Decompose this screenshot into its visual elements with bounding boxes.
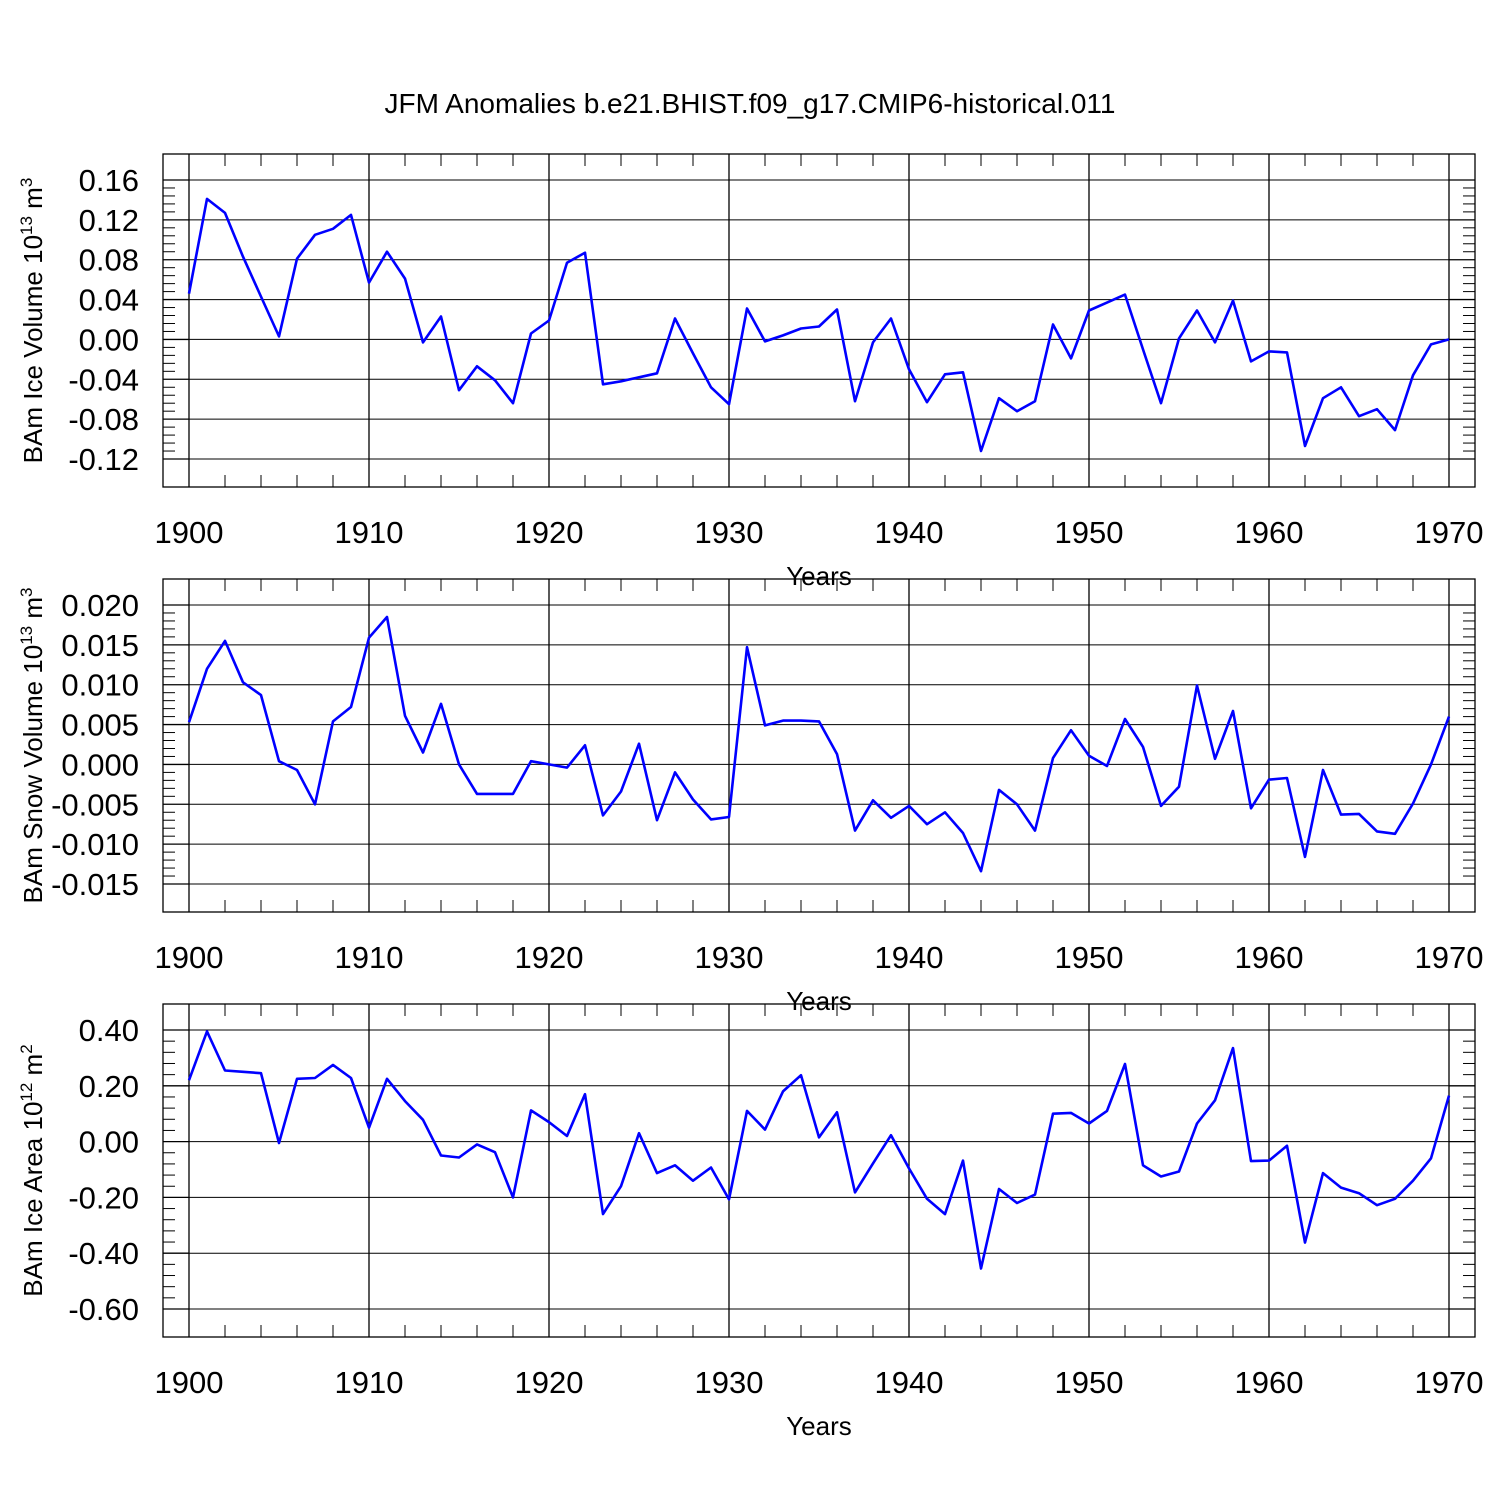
y-tick-label: 0.16 bbox=[79, 163, 139, 198]
x-tick-label: 1910 bbox=[335, 940, 404, 975]
x-tick-label: 1920 bbox=[515, 940, 584, 975]
y-axis-label-unit-exponent: 2 bbox=[17, 1044, 36, 1053]
y-tick-label: 0.12 bbox=[79, 203, 139, 238]
x-tick-label: 1940 bbox=[875, 1365, 944, 1400]
y-axis-label: BAm Snow Volume 1013 m3 bbox=[17, 588, 48, 904]
x-tick-label: 1910 bbox=[335, 1365, 404, 1400]
x-tick-label: 1920 bbox=[515, 1365, 584, 1400]
x-tick-label: 1930 bbox=[695, 1365, 764, 1400]
series-line bbox=[187, 615, 1451, 873]
y-tick-label: -0.60 bbox=[68, 1292, 139, 1327]
x-tick-label: 1950 bbox=[1055, 1365, 1124, 1400]
x-tick-label: 1930 bbox=[695, 515, 764, 550]
y-tick-label: -0.40 bbox=[68, 1236, 139, 1271]
y-axis-label-exponent: 13 bbox=[17, 216, 36, 235]
x-tick-label: 1900 bbox=[155, 940, 224, 975]
y-axis-label-exponent: 13 bbox=[17, 626, 36, 645]
x-tick-label: 1970 bbox=[1415, 940, 1484, 975]
panel-1: -0.12 -0.08 -0.04 0.00 0.04 0.08 0.12 0.16 1900 1… bbox=[17, 153, 1484, 591]
y-tick-label: -0.04 bbox=[68, 362, 139, 397]
y-tick-label: 0.00 bbox=[79, 322, 139, 357]
plot-frame bbox=[162, 1003, 1476, 1338]
y-tick-label: -0.005 bbox=[51, 787, 139, 822]
y-axis-label-unit: m bbox=[18, 187, 48, 216]
y-axis-label-text: BAm Ice Area 10 bbox=[18, 1102, 48, 1297]
plot-frame bbox=[162, 578, 1476, 913]
y-axis-label-exponent: 12 bbox=[17, 1083, 36, 1102]
series-line bbox=[187, 197, 1450, 453]
series-line bbox=[187, 1030, 1451, 1270]
y-tick-label: 0.20 bbox=[79, 1069, 139, 1104]
y-tick-label: 0.40 bbox=[79, 1013, 139, 1048]
y-axis-label: BAm Ice Volume 1013 m3 bbox=[17, 178, 48, 464]
x-tick-label: 1960 bbox=[1235, 515, 1304, 550]
y-axis-label-unit: m bbox=[18, 1054, 48, 1083]
figure-title: JFM Anomalies b.e21.BHIST.f09_g17.CMIP6-… bbox=[384, 88, 1116, 119]
y-tick-label: -0.015 bbox=[51, 867, 139, 902]
y-tick-label: 0.020 bbox=[61, 588, 139, 623]
x-tick-label: 1960 bbox=[1235, 940, 1304, 975]
y-tick-label: 0.000 bbox=[61, 747, 139, 782]
x-tick-label: 1900 bbox=[155, 515, 224, 550]
y-tick-label: 0.04 bbox=[79, 283, 139, 318]
y-tick-label: 0.015 bbox=[61, 628, 139, 663]
x-tick-label: 1950 bbox=[1055, 940, 1124, 975]
x-tick-label: 1940 bbox=[875, 940, 944, 975]
x-axis-label: Years bbox=[786, 561, 852, 591]
x-tick-label: 1940 bbox=[875, 515, 944, 550]
x-tick-label: 1960 bbox=[1235, 1365, 1304, 1400]
y-tick-label: 0.00 bbox=[79, 1125, 139, 1160]
y-tick-label: -0.010 bbox=[51, 827, 139, 862]
y-tick-label: -0.12 bbox=[68, 442, 139, 477]
x-tick-label: 1910 bbox=[335, 515, 404, 550]
x-axis-label: Years bbox=[786, 1411, 852, 1441]
y-tick-label: 0.08 bbox=[79, 243, 139, 278]
y-axis-label: BAm Ice Area 1012 m2 bbox=[17, 1044, 48, 1296]
panel-3: -0.60 -0.40 -0.20 0.00 0.20 0.40 1900 1910 1920 1… bbox=[17, 1003, 1484, 1441]
x-tick-label: 1970 bbox=[1415, 515, 1484, 550]
x-tick-label: 1920 bbox=[515, 515, 584, 550]
y-axis-label-text: BAm Snow Volume 10 bbox=[18, 645, 48, 904]
x-tick-label: 1900 bbox=[155, 1365, 224, 1400]
y-axis-label-unit-exponent: 3 bbox=[17, 178, 36, 187]
y-tick-label: 0.010 bbox=[61, 668, 139, 703]
y-axis-label-unit: m bbox=[18, 597, 48, 626]
x-tick-label: 1950 bbox=[1055, 515, 1124, 550]
y-axis-label-text: BAm Ice Volume 10 bbox=[18, 235, 48, 463]
y-tick-label: -0.08 bbox=[68, 402, 139, 437]
plot-frame bbox=[162, 153, 1476, 488]
y-axis-label-unit-exponent: 3 bbox=[17, 588, 36, 597]
x-tick-label: 1930 bbox=[695, 940, 764, 975]
x-axis-label: Years bbox=[786, 986, 852, 1016]
panel-2: -0.015 -0.010 -0.005 0.000 0.005 0.010 0.015 0.… bbox=[17, 578, 1484, 1016]
y-tick-label: 0.005 bbox=[61, 708, 139, 743]
y-tick-label: -0.20 bbox=[68, 1180, 139, 1215]
x-tick-label: 1970 bbox=[1415, 1365, 1484, 1400]
